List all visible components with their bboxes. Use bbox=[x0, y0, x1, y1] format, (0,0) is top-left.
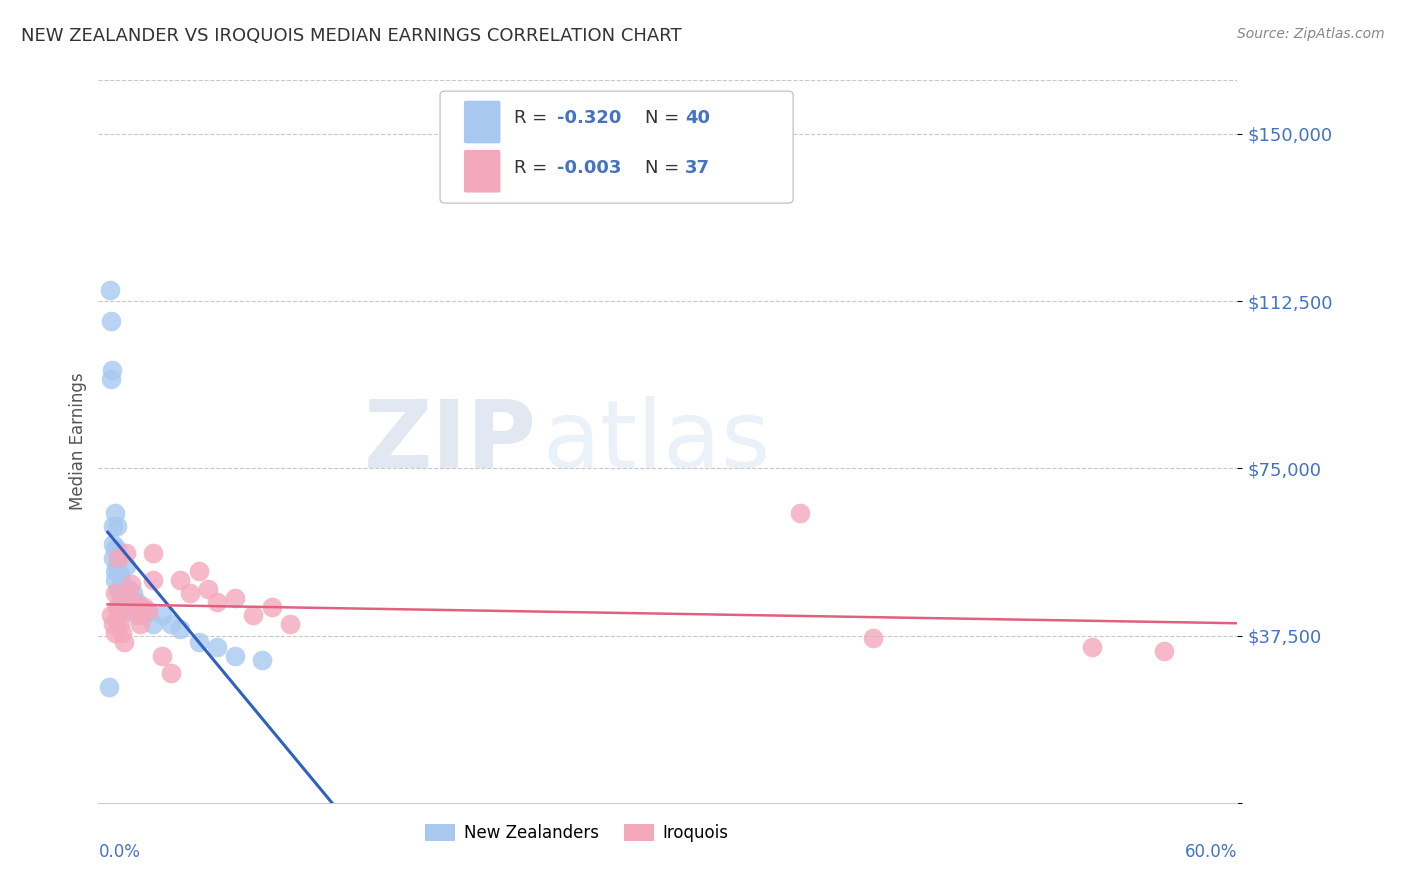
Point bbox=[169, 573, 191, 587]
Y-axis label: Median Earnings: Median Earnings bbox=[69, 373, 87, 510]
Point bbox=[98, 680, 121, 694]
Point bbox=[124, 595, 146, 609]
Point bbox=[105, 541, 128, 556]
Point bbox=[260, 599, 283, 614]
Point bbox=[142, 573, 165, 587]
FancyBboxPatch shape bbox=[464, 101, 501, 144]
Point bbox=[100, 372, 122, 386]
Point bbox=[132, 599, 155, 614]
Point bbox=[105, 559, 128, 574]
Text: N =: N = bbox=[645, 159, 685, 178]
Point bbox=[110, 568, 132, 582]
Point bbox=[789, 506, 811, 520]
Point bbox=[101, 550, 124, 565]
Text: 0.0%: 0.0% bbox=[98, 843, 141, 861]
Point bbox=[160, 617, 183, 632]
Point bbox=[107, 564, 129, 578]
Point bbox=[125, 608, 148, 623]
Point bbox=[129, 599, 152, 614]
Point bbox=[104, 506, 127, 520]
Point bbox=[120, 604, 142, 618]
Point bbox=[205, 640, 228, 654]
Point bbox=[179, 586, 201, 600]
Point bbox=[862, 631, 884, 645]
Text: ZIP: ZIP bbox=[364, 395, 537, 488]
Point bbox=[101, 519, 124, 533]
Point bbox=[101, 617, 124, 632]
Point bbox=[132, 608, 155, 623]
Point bbox=[160, 666, 183, 681]
Point bbox=[107, 582, 129, 596]
Point bbox=[224, 591, 246, 605]
Point bbox=[110, 617, 132, 632]
Point bbox=[136, 604, 159, 618]
Point bbox=[100, 314, 122, 328]
Point bbox=[122, 586, 145, 600]
Text: 40: 40 bbox=[685, 109, 710, 127]
Point bbox=[187, 564, 209, 578]
Point bbox=[118, 599, 141, 614]
Point bbox=[105, 519, 128, 533]
Point bbox=[104, 564, 127, 578]
Point bbox=[197, 582, 219, 596]
Point bbox=[224, 648, 246, 663]
Point bbox=[278, 617, 301, 632]
FancyBboxPatch shape bbox=[464, 150, 501, 193]
Point bbox=[110, 586, 132, 600]
Point bbox=[150, 608, 173, 623]
Point bbox=[107, 604, 129, 618]
Text: -0.320: -0.320 bbox=[557, 109, 621, 127]
Point bbox=[114, 591, 136, 605]
FancyBboxPatch shape bbox=[440, 91, 793, 203]
Text: Source: ZipAtlas.com: Source: ZipAtlas.com bbox=[1237, 27, 1385, 41]
Point bbox=[114, 559, 136, 574]
Point bbox=[112, 635, 135, 649]
Point bbox=[252, 653, 274, 667]
Point bbox=[111, 626, 134, 640]
Point bbox=[1080, 640, 1102, 654]
Point bbox=[125, 595, 148, 609]
Point bbox=[101, 537, 124, 551]
Point bbox=[1153, 644, 1175, 658]
Text: R =: R = bbox=[515, 159, 553, 178]
Point bbox=[150, 648, 173, 663]
Point bbox=[129, 617, 152, 632]
Point bbox=[205, 595, 228, 609]
Point bbox=[98, 283, 121, 297]
Point bbox=[118, 599, 141, 614]
Text: NEW ZEALANDER VS IROQUOIS MEDIAN EARNINGS CORRELATION CHART: NEW ZEALANDER VS IROQUOIS MEDIAN EARNING… bbox=[21, 27, 682, 45]
Text: atlas: atlas bbox=[543, 395, 770, 488]
Point bbox=[117, 582, 139, 596]
Point bbox=[104, 626, 127, 640]
Point bbox=[136, 604, 159, 618]
Point bbox=[107, 550, 129, 565]
Point bbox=[105, 599, 128, 614]
Text: 37: 37 bbox=[685, 159, 710, 178]
Point bbox=[104, 541, 127, 556]
Point bbox=[169, 622, 191, 636]
Text: 60.0%: 60.0% bbox=[1185, 843, 1237, 861]
Text: N =: N = bbox=[645, 109, 685, 127]
Point bbox=[112, 582, 135, 596]
Point bbox=[104, 586, 127, 600]
Point bbox=[100, 608, 122, 623]
Point bbox=[187, 635, 209, 649]
Point bbox=[142, 546, 165, 560]
Text: -0.003: -0.003 bbox=[557, 159, 621, 178]
Point bbox=[114, 546, 136, 560]
Point bbox=[142, 617, 165, 632]
Point bbox=[105, 613, 128, 627]
Point bbox=[101, 363, 124, 377]
Point bbox=[120, 577, 142, 591]
Point bbox=[107, 550, 129, 565]
Point bbox=[114, 586, 136, 600]
Point bbox=[111, 577, 134, 591]
Point bbox=[104, 573, 127, 587]
Point bbox=[242, 608, 264, 623]
Legend: New Zealanders, Iroquois: New Zealanders, Iroquois bbox=[419, 817, 735, 848]
Text: R =: R = bbox=[515, 109, 553, 127]
